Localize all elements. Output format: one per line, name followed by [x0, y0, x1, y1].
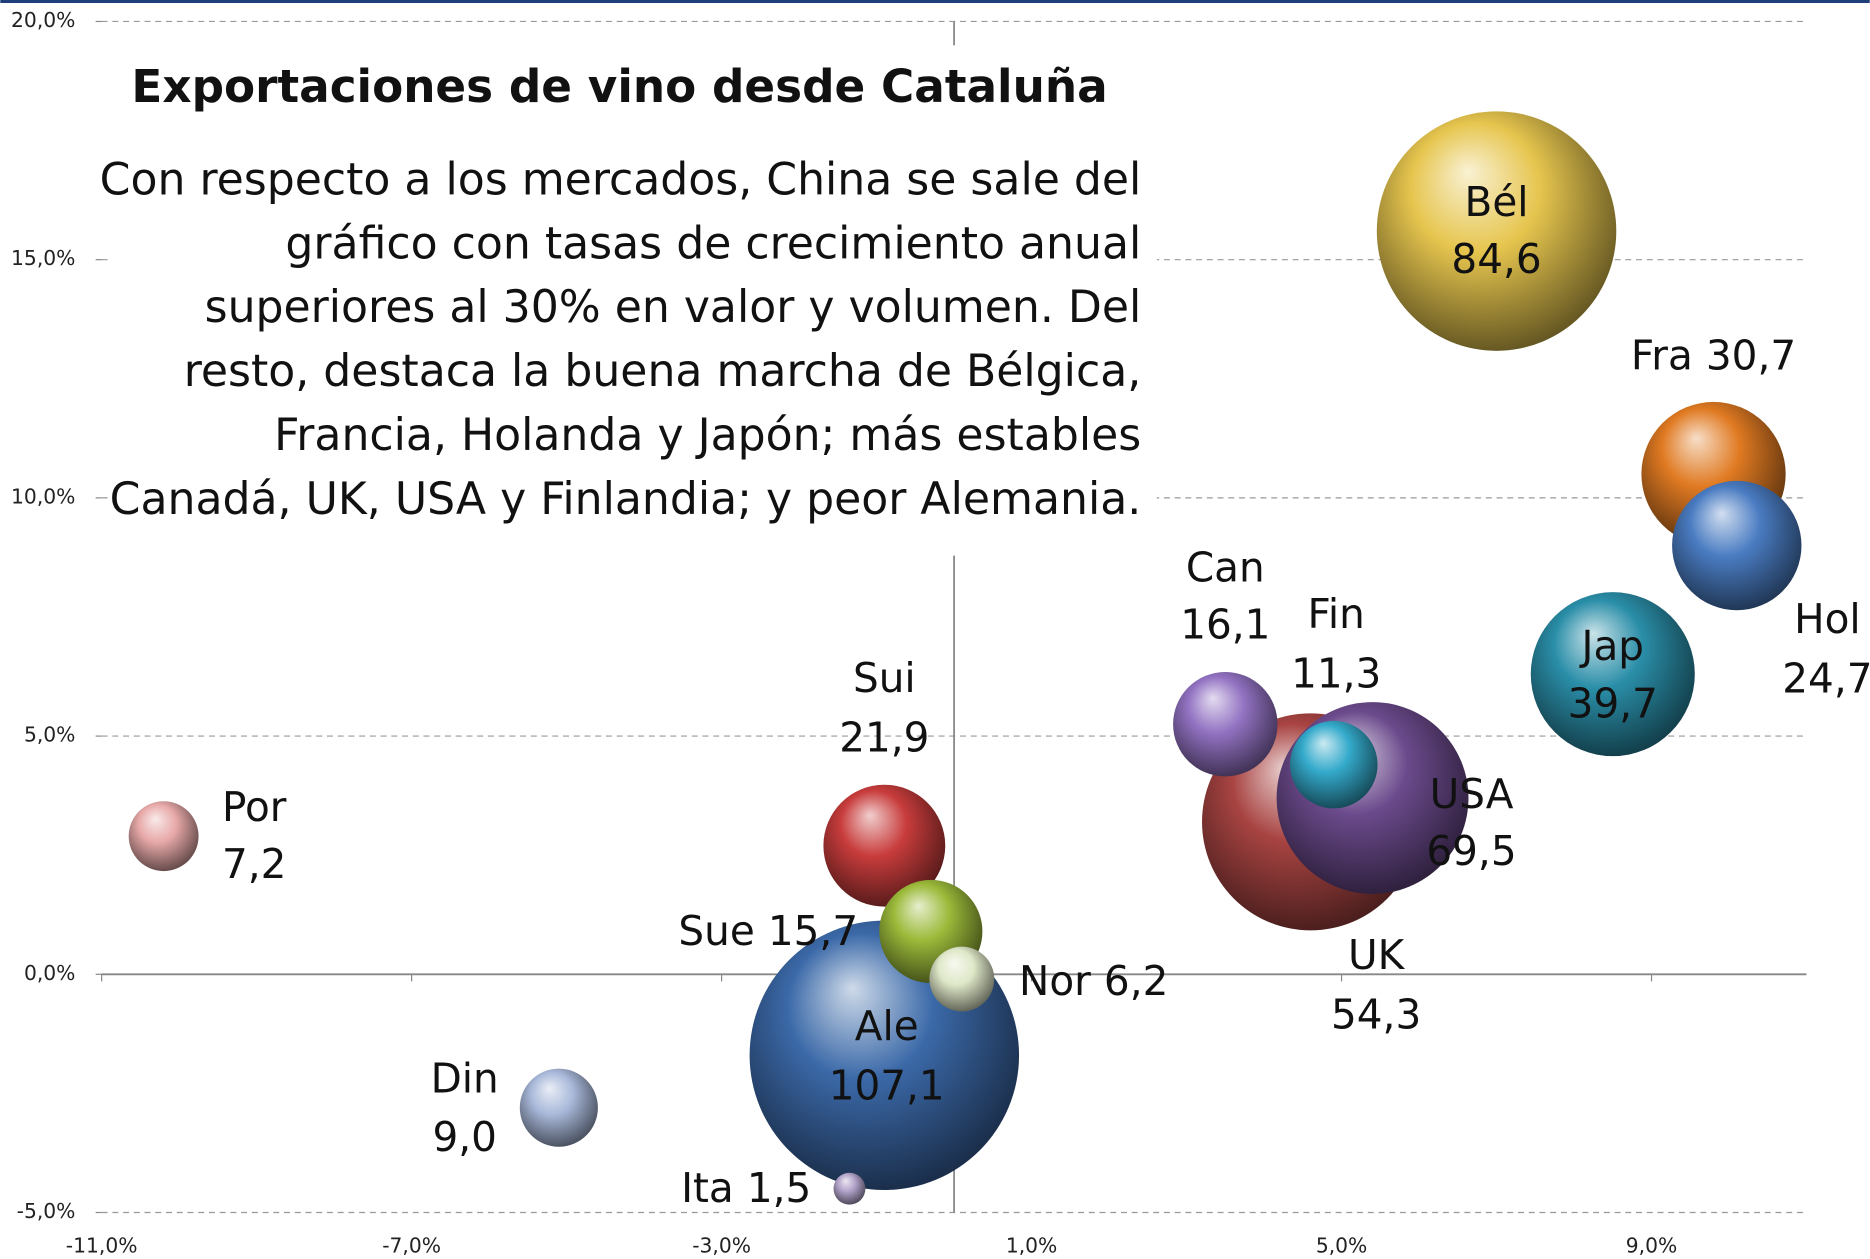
x-tick-label: 9,0% [1626, 1234, 1677, 1258]
bubble-value: 11,3 [1291, 649, 1381, 697]
bubble [128, 801, 199, 872]
bubble-name: USA [1430, 770, 1514, 818]
annotation-line: Francia, Holanda y Japón; más estables [274, 410, 1141, 461]
annotation-line: superiores al 30% en valor y volumen. De… [205, 282, 1142, 333]
annotation-line: gráfico con tasas de crecimiento anual [285, 218, 1141, 269]
bubble-value: 15,7 [768, 907, 858, 955]
bubble-value: 24,7 [1782, 654, 1870, 702]
bubble-value: 7,2 [222, 840, 286, 888]
bubble [1530, 592, 1695, 757]
x-tick-label: 1,0% [1006, 1234, 1057, 1258]
y-tick-label: 0,0% [24, 961, 75, 985]
bubble-value: 6,2 [1104, 957, 1168, 1005]
bubble [1290, 720, 1378, 809]
bubble-name: Din [431, 1054, 499, 1102]
bubble-name: Ale [855, 1002, 919, 1050]
bubble [929, 946, 995, 1012]
x-tick-label: -11,0% [66, 1234, 138, 1258]
bubble-name: Nor [1019, 957, 1091, 1005]
bubble-label: Sue 15,7 [678, 907, 858, 955]
bubble-value: 107,1 [829, 1062, 945, 1110]
bubble-name: UK [1348, 931, 1406, 979]
bubble-value: 21,9 [839, 714, 929, 762]
bubble [823, 784, 946, 907]
x-tick-label: -3,0% [692, 1234, 751, 1258]
bubble-value: 30,7 [1706, 331, 1796, 379]
x-tick-label: 5,0% [1316, 1234, 1367, 1258]
y-tick-label: 20,0% [11, 8, 75, 32]
y-tick-label: 10,0% [11, 484, 75, 508]
annotation-line: Con respecto a los mercados, China se sa… [100, 154, 1142, 205]
bubble-label: Fra 30,7 [1631, 331, 1796, 379]
bubble [519, 1068, 598, 1147]
y-tick-label: -5,0% [17, 1199, 76, 1223]
chart-title: Exportaciones de vino desde Cataluña [131, 60, 1107, 113]
bubble-value: 54,3 [1331, 990, 1421, 1038]
bubble-value: 84,6 [1451, 235, 1541, 283]
bubble-name: Bél [1465, 178, 1529, 226]
bubble-name: Ita [681, 1164, 734, 1212]
x-tick-label: -7,0% [382, 1234, 441, 1258]
bubble-name: Jap [1579, 622, 1645, 670]
y-tick-label: 5,0% [24, 723, 75, 747]
y-tick-label: 15,0% [11, 246, 75, 270]
bubble-value: 39,7 [1568, 679, 1658, 727]
bubble-name: Hol [1794, 595, 1861, 643]
bubble-name: Can [1186, 543, 1265, 591]
bubble-value: 9,0 [432, 1113, 496, 1161]
bubble-value: 1,5 [747, 1164, 811, 1212]
bubble-value: 16,1 [1180, 601, 1270, 649]
bubble-name: Fin [1308, 590, 1365, 638]
bubble [1376, 111, 1617, 351]
bubble-value: 69,5 [1426, 827, 1516, 875]
bubble-label: Ita 1,5 [681, 1164, 811, 1212]
bubble-name: Sui [853, 654, 916, 702]
bubble [833, 1172, 866, 1205]
bubble-name: Por [222, 783, 287, 831]
bubble [1672, 480, 1802, 611]
text-box [109, 45, 1157, 556]
bubble-name: Fra [1631, 331, 1693, 379]
bubble [1173, 671, 1278, 777]
bubble-label: Nor 6,2 [1019, 957, 1168, 1005]
annotation-line: Canadá, UK, USA y Finlandia; y peor Alem… [110, 474, 1142, 525]
bubble-name: Sue [678, 907, 754, 955]
annotation-line: resto, destaca la buena marcha de Bélgic… [184, 346, 1142, 397]
